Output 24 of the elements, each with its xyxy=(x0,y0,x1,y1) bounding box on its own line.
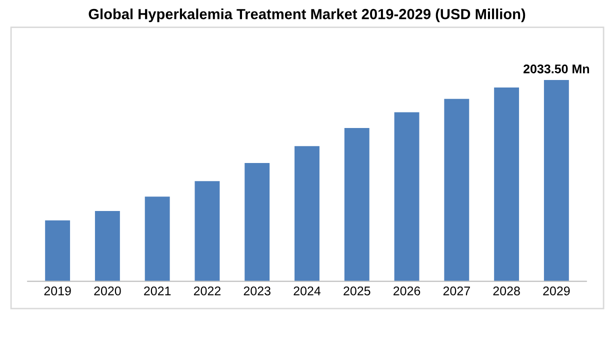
x-tick-label: 2019 xyxy=(44,286,71,296)
bar xyxy=(244,163,270,282)
bar xyxy=(344,128,370,282)
bar xyxy=(144,196,170,282)
x-tick-label: 2026 xyxy=(394,286,420,296)
bar xyxy=(494,87,520,282)
x-tick-label: 2027 xyxy=(443,286,470,296)
x-tick-label: 2029 xyxy=(543,286,570,296)
bar xyxy=(294,146,320,282)
bar xyxy=(94,211,120,282)
bar xyxy=(544,80,569,282)
x-tick-label: 2020 xyxy=(94,286,121,296)
data-label: 2033.50 Mn xyxy=(524,64,590,74)
bar xyxy=(394,112,420,282)
bar xyxy=(194,181,220,282)
bar xyxy=(444,98,470,282)
x-tick-label: 2025 xyxy=(344,286,370,296)
x-tick-label: 2023 xyxy=(244,286,270,296)
x-tick-label: 2021 xyxy=(144,286,171,296)
chart-title: Global Hyperkalemia Treatment Market 2019-2029 (USD Million) xyxy=(88,8,526,22)
x-tick-label: 2022 xyxy=(194,286,221,296)
x-tick-label: 2024 xyxy=(294,286,321,296)
x-tick-label: 2028 xyxy=(493,286,520,296)
bar xyxy=(45,220,70,282)
